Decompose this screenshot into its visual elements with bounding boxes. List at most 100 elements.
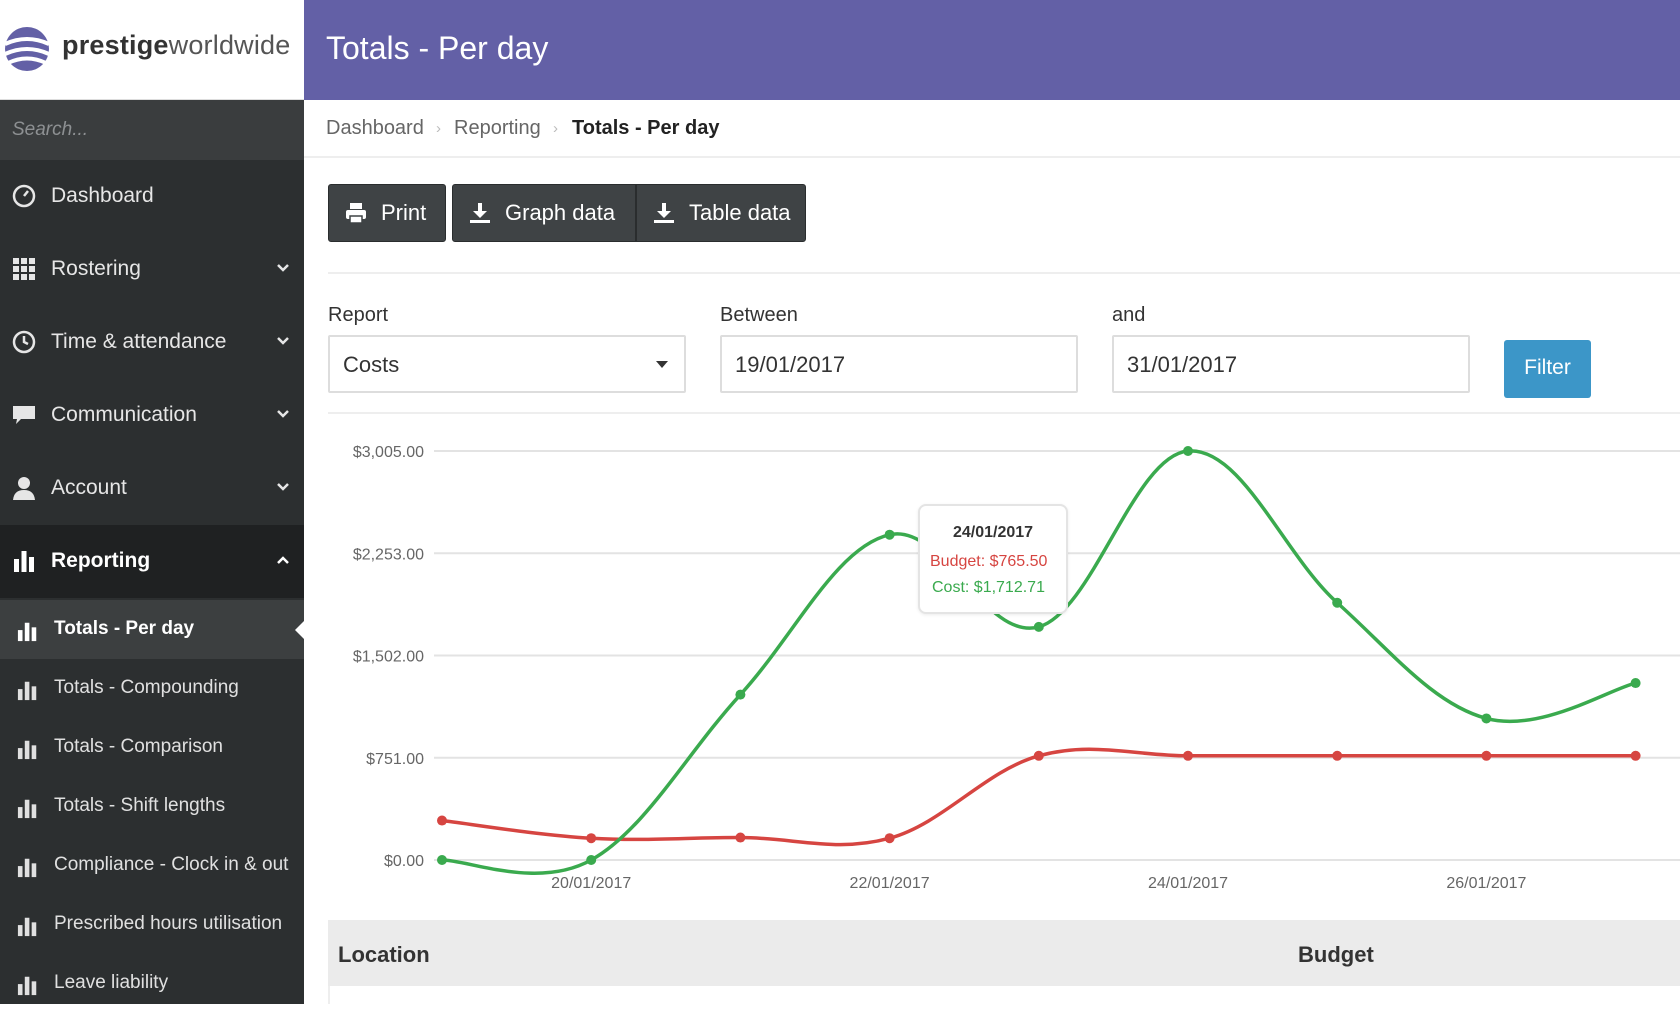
cost-data-point bbox=[884, 529, 895, 540]
sidebar-item-reporting[interactable]: Reporting bbox=[0, 525, 304, 598]
report-select-value: Costs bbox=[343, 352, 400, 377]
y-tick-label: $2,253.00 bbox=[353, 546, 424, 563]
sidebar-item-label: Reporting bbox=[51, 549, 151, 572]
sidebar-item-label: Time & attendance bbox=[51, 330, 227, 353]
download-icon bbox=[470, 203, 490, 223]
table-data-button[interactable]: Table data bbox=[636, 184, 806, 242]
chevron-up-icon bbox=[277, 556, 289, 564]
sidebar-item-rostering[interactable]: Rostering bbox=[0, 233, 304, 306]
sidebar-subitem-label: Prescribed hours utilisation bbox=[54, 913, 283, 934]
start-date-input[interactable]: 19/01/2017 bbox=[720, 335, 1078, 393]
sidebar-subitem-prescribed-hours[interactable]: Prescribed hours utilisation bbox=[0, 895, 304, 954]
graph-data-button[interactable]: Graph data bbox=[452, 184, 636, 242]
sidebar-item-label: Rostering bbox=[51, 257, 141, 280]
cost-data-point bbox=[1481, 713, 1492, 724]
cost-data-point bbox=[1630, 678, 1641, 689]
chart-tooltip: 24/01/2017 Budget: $765.50 Cost: $1,712.… bbox=[918, 504, 1068, 614]
chart-series bbox=[437, 446, 1641, 875]
graph-data-label: Graph data bbox=[505, 200, 616, 225]
dashboard-gauge-icon bbox=[12, 184, 36, 208]
download-icon bbox=[654, 203, 674, 223]
sidebar-item-label: Account bbox=[51, 476, 127, 499]
sidebar-subitem-label: Totals - Compounding bbox=[54, 677, 239, 698]
report-select[interactable]: Costs bbox=[328, 335, 686, 393]
sidebar-subitem-label: Totals - Shift lengths bbox=[54, 795, 226, 816]
chevron-down-icon bbox=[277, 483, 289, 491]
divider bbox=[328, 412, 1680, 414]
print-label: Print bbox=[381, 200, 427, 225]
bar-chart-icon bbox=[14, 551, 34, 572]
bar-chart-icon bbox=[17, 740, 37, 760]
cost-data-point bbox=[1183, 446, 1193, 456]
user-icon bbox=[13, 477, 35, 500]
breadcrumb: Dashboard › Reporting › Totals - Per day bbox=[304, 100, 1680, 158]
cost-data-point bbox=[437, 855, 447, 865]
breadcrumb-dashboard[interactable]: Dashboard bbox=[326, 117, 424, 139]
brand-logo-area[interactable]: prestigeworldwide bbox=[0, 0, 304, 100]
filter-button[interactable]: Filter bbox=[1504, 340, 1591, 398]
breadcrumb-current: Totals - Per day bbox=[572, 117, 720, 139]
between-label: Between bbox=[720, 304, 798, 326]
speech-bubble-icon bbox=[13, 406, 35, 424]
sidebar-item-time-attendance[interactable]: Time & attendance bbox=[0, 306, 304, 379]
sidebar-subitem-totals-shift-lengths[interactable]: Totals - Shift lengths bbox=[0, 777, 304, 836]
sidebar-item-label: Communication bbox=[51, 403, 197, 426]
x-tick-label: 24/01/2017 bbox=[1148, 875, 1228, 892]
tooltip-cost: Cost: $1,712.71 bbox=[932, 579, 1045, 596]
brand-name: prestigeworldwide bbox=[62, 30, 291, 60]
and-label: and bbox=[1112, 304, 1146, 326]
budget-data-point bbox=[1033, 750, 1044, 761]
x-axis: 20/01/2017 22/01/2017 24/01/2017 26/01/2017 bbox=[551, 875, 1526, 892]
sidebar-subitem-totals-per-day[interactable]: Totals - Per day bbox=[0, 600, 304, 659]
bar-chart-icon bbox=[17, 799, 37, 819]
column-header-budget[interactable]: Budget bbox=[1298, 942, 1374, 967]
sidebar-subitem-totals-compounding[interactable]: Totals - Compounding bbox=[0, 659, 304, 718]
report-label: Report bbox=[328, 304, 389, 326]
bar-chart-icon bbox=[17, 976, 37, 996]
table-data-label: Table data bbox=[689, 200, 791, 225]
sidebar-item-account[interactable]: Account bbox=[0, 452, 304, 525]
bar-chart-icon bbox=[17, 917, 37, 937]
budget-data-point bbox=[1332, 750, 1343, 761]
breadcrumb-reporting[interactable]: Reporting bbox=[454, 117, 541, 139]
sidebar-item-label: Dashboard bbox=[51, 184, 154, 207]
budget-data-point bbox=[735, 832, 746, 843]
bar-chart-icon bbox=[17, 681, 37, 701]
chevron-down-icon bbox=[277, 264, 289, 272]
end-date-input[interactable]: 31/01/2017 bbox=[1112, 335, 1470, 393]
y-tick-label: $1,502.00 bbox=[353, 649, 424, 666]
filter-button-label: Filter bbox=[1524, 356, 1571, 379]
sidebar-subitem-leave-liability[interactable]: Leave liability bbox=[0, 954, 304, 1013]
cost-data-point bbox=[1332, 597, 1343, 608]
column-header-location[interactable]: Location bbox=[338, 942, 430, 967]
sidebar-subitem-label: Leave liability bbox=[54, 972, 169, 993]
budget-data-point bbox=[1481, 750, 1492, 761]
breadcrumb-separator-icon: › bbox=[553, 120, 558, 137]
cost-data-point bbox=[586, 855, 597, 865]
end-date-value: 31/01/2017 bbox=[1127, 352, 1238, 377]
search-box bbox=[0, 100, 304, 160]
sidebar-subitem-totals-comparison[interactable]: Totals - Comparison bbox=[0, 718, 304, 777]
print-button[interactable]: Print bbox=[328, 184, 446, 242]
sidebar-subitem-label: Compliance - Clock in & out bbox=[54, 854, 289, 875]
page-title: Totals - Per day bbox=[326, 30, 549, 66]
cost-budget-line-chart: $3,005.00$2,253.00$1,502.00$751.00$0.00 … bbox=[353, 444, 1680, 892]
budget-series-line bbox=[441, 747, 1636, 847]
bar-chart-icon bbox=[17, 622, 37, 642]
x-tick-label: 22/01/2017 bbox=[850, 875, 930, 892]
table-body bbox=[328, 986, 1680, 1004]
budget-data-point bbox=[1630, 750, 1641, 761]
chevron-down-icon bbox=[277, 337, 289, 345]
x-tick-label: 20/01/2017 bbox=[551, 875, 631, 892]
budget-data-point bbox=[437, 815, 447, 826]
sidebar-item-dashboard[interactable]: Dashboard bbox=[0, 160, 304, 233]
breadcrumb-separator-icon: › bbox=[436, 120, 441, 137]
caret-down-icon bbox=[656, 361, 668, 368]
divider bbox=[328, 272, 1680, 274]
sidebar-subitem-compliance-clock[interactable]: Compliance - Clock in & out bbox=[0, 836, 304, 895]
page-header: Totals - Per day bbox=[304, 0, 1680, 100]
globe-logo-icon bbox=[4, 27, 50, 71]
sidebar-item-communication[interactable]: Communication bbox=[0, 379, 304, 452]
search-input[interactable] bbox=[0, 100, 304, 160]
x-tick-label: 26/01/2017 bbox=[1446, 875, 1526, 892]
